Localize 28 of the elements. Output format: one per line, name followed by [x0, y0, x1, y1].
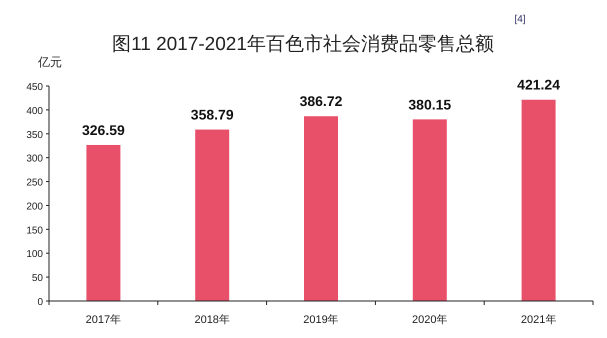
x-tick-label: 2017年 — [86, 314, 122, 326]
y-tick-label: 450 — [26, 82, 44, 93]
x-tick-label: 2021年 — [520, 314, 556, 326]
bar — [195, 130, 230, 301]
bar — [86, 144, 120, 301]
chart-title: 图11 2017-2021年百色市社会消费品零售总额 — [112, 33, 494, 55]
text: [4] — [514, 14, 526, 25]
x-tick-label: 2020年 — [412, 314, 448, 326]
x-tick-label: 2018年 — [194, 314, 230, 326]
data-label: 386.72 — [300, 93, 343, 110]
data-label: 380.15 — [408, 96, 452, 112]
y-tick-label: 0 — [37, 297, 44, 308]
bar — [522, 100, 556, 301]
y-tick-label: 250 — [26, 178, 44, 189]
y-tick-label: 100 — [26, 249, 44, 260]
bar — [304, 116, 338, 301]
y-tick-label: 150 — [26, 225, 44, 236]
data-label: 326.59 — [82, 122, 126, 138]
bar — [412, 119, 447, 301]
x-tick-label: 2019年 — [303, 314, 339, 326]
y-tick-label: 50 — [32, 273, 44, 284]
y-tick-label: 200 — [26, 201, 44, 212]
data-label: 358.79 — [190, 106, 234, 123]
y-tick-label: 350 — [26, 130, 44, 141]
y-axis-title: 亿元 — [37, 55, 62, 69]
y-tick-label: 400 — [26, 106, 44, 117]
data-label: 421.24 — [517, 76, 560, 93]
y-tick-label: 300 — [26, 154, 44, 165]
